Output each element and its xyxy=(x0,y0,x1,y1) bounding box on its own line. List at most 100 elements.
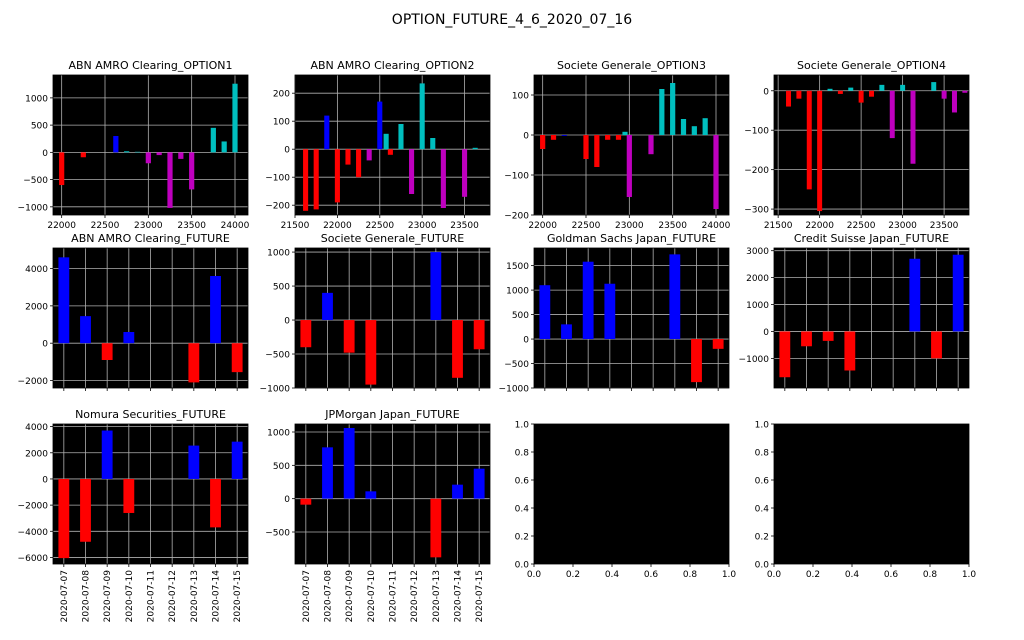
bar xyxy=(345,149,351,165)
subplot-title: Societe Generale_FUTURE xyxy=(321,232,465,245)
bar xyxy=(879,84,885,91)
bar xyxy=(366,149,372,161)
subplot-title: Nomura Securities_FUTURE xyxy=(75,408,226,421)
bar xyxy=(440,149,446,208)
subplot-10: JPMorgan Japan_FUTURE −500 0 500 1000 2020-07… xyxy=(265,408,491,623)
y-tick-label: 1.0 xyxy=(755,421,770,431)
subplot-5: ABN AMRO Clearing_FUTURE −2000 0 2000 4000 xyxy=(18,232,249,391)
bar xyxy=(188,445,200,479)
y-tick-label: 0.2 xyxy=(515,533,529,543)
y-tick-label: 1.0 xyxy=(515,421,530,431)
bar xyxy=(334,149,340,203)
bar xyxy=(300,498,312,505)
x-tick-label: 2020-07-11 xyxy=(147,570,157,622)
axes-frame xyxy=(52,74,249,216)
bar xyxy=(806,90,812,190)
x-tick-label: 0.4 xyxy=(845,570,860,580)
y-tick-label: −200 xyxy=(744,166,769,176)
bar xyxy=(80,152,86,158)
x-tick-label: 21500 xyxy=(281,221,310,231)
bar xyxy=(540,135,546,149)
bar xyxy=(189,152,195,190)
y-tick-label: 0 xyxy=(42,475,48,485)
x-tick-label: 2020-07-10 xyxy=(125,570,135,623)
bar xyxy=(377,101,383,150)
y-tick-label: 2000 xyxy=(25,302,48,312)
y-tick-label: −100 xyxy=(744,127,769,137)
bar xyxy=(626,135,632,197)
x-tick-label: 2020-07-14 xyxy=(212,570,222,623)
axes-frame xyxy=(773,74,970,216)
bar xyxy=(300,320,312,348)
x-tick-label: 22000 xyxy=(805,221,834,231)
y-tick-label: 500 xyxy=(31,122,48,132)
subplot-3: Societe Generale_OPTION3 −200 −100 0 100 2200… xyxy=(504,59,730,231)
bar xyxy=(680,119,687,135)
x-tick-label: 24000 xyxy=(702,221,731,231)
bar xyxy=(858,90,864,103)
bar xyxy=(889,90,895,139)
bar xyxy=(822,331,834,341)
bar xyxy=(909,258,921,332)
x-tick-label: 21500 xyxy=(764,221,793,231)
y-tick-label: 1000 xyxy=(746,301,769,311)
bar xyxy=(387,149,393,155)
y-tick-label: −2000 xyxy=(18,377,49,387)
y-tick-label: 0.2 xyxy=(755,533,769,543)
y-tick-label: 0.6 xyxy=(755,477,770,487)
bar xyxy=(231,343,243,373)
bar xyxy=(145,152,151,164)
x-tick-label: 23000 xyxy=(408,221,437,231)
bar xyxy=(910,90,916,164)
y-tick-label: −2000 xyxy=(18,502,49,512)
y-tick-label: −4000 xyxy=(18,528,49,538)
y-tick-label: 1000 xyxy=(267,429,290,439)
x-tick-label: 2020-07-07 xyxy=(60,570,70,622)
subplot-8: Credit Suisse Japan_FUTURE −1000 0 1000 2000… xyxy=(739,232,970,391)
y-tick-label: 0 xyxy=(763,328,769,338)
bar xyxy=(691,339,702,383)
bar xyxy=(452,484,463,499)
x-tick-label: 2020-07-12 xyxy=(410,570,420,622)
y-tick-label: −200 xyxy=(265,202,290,212)
bar xyxy=(324,115,330,150)
y-tick-label: 500 xyxy=(512,311,529,321)
bar xyxy=(398,124,404,150)
axes-frame xyxy=(533,423,730,565)
bar xyxy=(221,141,227,153)
subplot-7: Goldman Sachs Japan_FUTURE −1000 −500 0 500 1… xyxy=(499,232,730,395)
x-tick-label: 23000 xyxy=(134,221,163,231)
bar xyxy=(210,127,216,153)
y-tick-label: −1000 xyxy=(18,203,49,213)
bar xyxy=(80,478,91,542)
bar xyxy=(322,447,333,499)
bar xyxy=(188,343,200,383)
x-tick-label: 1.0 xyxy=(722,570,737,580)
subplot-12: 0.0 0.2 0.4 0.6 0.8 1.0 0.0 0.2 0.4 0.6 0.8 1.0 xyxy=(755,421,977,581)
subplot-title: Societe Generale_OPTION3 xyxy=(557,59,706,72)
bar xyxy=(952,254,964,332)
axes-frame xyxy=(773,423,970,565)
bar xyxy=(827,88,833,91)
bar xyxy=(779,331,791,378)
bar xyxy=(561,324,572,340)
bar xyxy=(801,331,812,347)
bar xyxy=(462,149,468,197)
x-tick-label: 2020-07-14 xyxy=(454,570,464,623)
x-tick-label: 0.0 xyxy=(767,570,782,580)
y-tick-label: −1000 xyxy=(499,385,530,395)
y-tick-label: 0.4 xyxy=(515,505,530,515)
bar xyxy=(712,339,724,349)
x-tick-label: 2020-07-13 xyxy=(432,570,442,622)
y-tick-label: 200 xyxy=(273,90,290,100)
bar xyxy=(900,84,906,91)
bar xyxy=(365,491,377,499)
bar xyxy=(419,83,425,150)
x-tick-label: 0.6 xyxy=(884,570,899,580)
y-tick-label: −6000 xyxy=(18,554,49,564)
subplot-9: Nomura Securities_FUTURE −6000 −4000 −2000 0… xyxy=(18,408,249,623)
x-tick-label: 22500 xyxy=(572,221,601,231)
bar xyxy=(539,285,551,340)
bar xyxy=(343,428,355,499)
